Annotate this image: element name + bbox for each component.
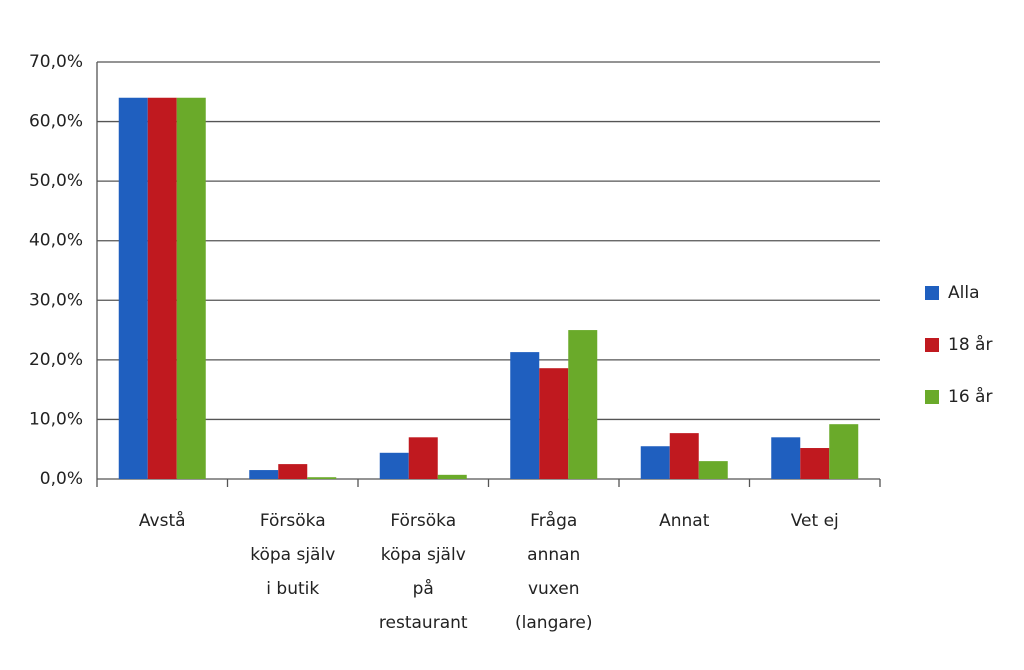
legend-swatch: [925, 338, 939, 352]
bar: [640, 446, 670, 479]
x-tick-label: (langare): [515, 613, 592, 633]
bar: [829, 424, 859, 479]
bar: [118, 97, 148, 479]
x-tick-label: Annat: [659, 511, 710, 531]
bar: [669, 433, 699, 479]
x-tick-label: på: [413, 578, 434, 599]
x-tick-label: vuxen: [528, 579, 580, 599]
bar: [539, 368, 569, 479]
bar: [510, 352, 540, 479]
x-tick-label: i butik: [266, 579, 319, 599]
y-tick-label: 30,0%: [29, 290, 83, 310]
bar: [147, 97, 177, 479]
x-tick-label: restaurant: [379, 613, 468, 633]
y-tick-label: 20,0%: [29, 350, 83, 370]
bar: [278, 464, 308, 479]
bar: [437, 474, 467, 479]
x-tick-label: Försöka: [260, 511, 326, 531]
y-tick-label: 0,0%: [40, 469, 83, 489]
legend-swatch: [925, 286, 939, 300]
bar: [568, 330, 598, 479]
legend-label: Alla: [948, 283, 980, 303]
x-tick-label: köpa själv: [381, 545, 466, 565]
bar: [771, 437, 801, 479]
x-tick-label: Försöka: [390, 511, 456, 531]
y-tick-label: 10,0%: [29, 409, 83, 429]
bar: [800, 448, 830, 479]
legend-swatch: [925, 390, 939, 404]
x-tick-label: Avstå: [139, 510, 186, 531]
y-tick-label: 50,0%: [29, 171, 83, 191]
y-tick-label: 70,0%: [29, 52, 83, 72]
y-tick-label: 60,0%: [29, 112, 83, 132]
legend-label: 18 år: [948, 334, 992, 355]
bar: [307, 477, 337, 479]
bar: [698, 461, 728, 479]
x-tick-label: annan: [527, 545, 580, 565]
x-tick-label: köpa själv: [250, 545, 335, 565]
x-tick-label: Fråga: [530, 510, 577, 531]
x-tick-label: Vet ej: [791, 511, 839, 531]
bar: [249, 470, 279, 479]
bar: [408, 437, 438, 479]
y-tick-label: 40,0%: [29, 231, 83, 251]
legend-label: 16 år: [948, 386, 992, 407]
bar: [176, 97, 206, 479]
bar: [379, 452, 409, 479]
